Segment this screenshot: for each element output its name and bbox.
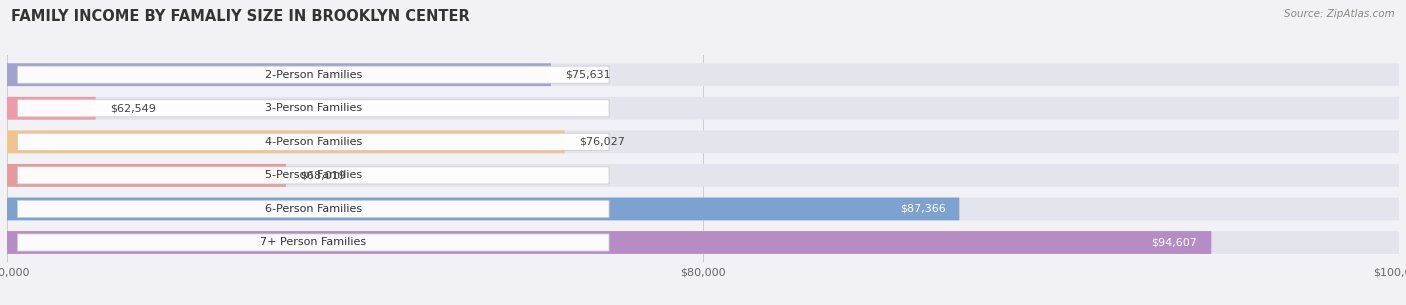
FancyBboxPatch shape bbox=[7, 164, 1399, 187]
FancyBboxPatch shape bbox=[17, 133, 609, 150]
Text: Source: ZipAtlas.com: Source: ZipAtlas.com bbox=[1284, 9, 1395, 19]
FancyBboxPatch shape bbox=[17, 100, 609, 117]
FancyBboxPatch shape bbox=[7, 131, 1399, 153]
Text: 3-Person Families: 3-Person Families bbox=[264, 103, 361, 113]
FancyBboxPatch shape bbox=[7, 97, 96, 120]
Text: $94,607: $94,607 bbox=[1152, 238, 1198, 247]
Text: $62,549: $62,549 bbox=[110, 103, 156, 113]
FancyBboxPatch shape bbox=[7, 97, 1399, 120]
FancyBboxPatch shape bbox=[7, 63, 551, 86]
Text: 4-Person Families: 4-Person Families bbox=[264, 137, 361, 147]
Text: FAMILY INCOME BY FAMALIY SIZE IN BROOKLYN CENTER: FAMILY INCOME BY FAMALIY SIZE IN BROOKLY… bbox=[11, 9, 470, 24]
FancyBboxPatch shape bbox=[17, 234, 609, 251]
FancyBboxPatch shape bbox=[7, 131, 565, 153]
Text: $75,631: $75,631 bbox=[565, 70, 610, 80]
Text: $76,027: $76,027 bbox=[579, 137, 624, 147]
FancyBboxPatch shape bbox=[7, 198, 1399, 220]
FancyBboxPatch shape bbox=[7, 231, 1212, 254]
FancyBboxPatch shape bbox=[7, 231, 1399, 254]
FancyBboxPatch shape bbox=[17, 200, 609, 217]
FancyBboxPatch shape bbox=[17, 167, 609, 184]
FancyBboxPatch shape bbox=[7, 164, 285, 187]
Text: $68,019: $68,019 bbox=[299, 170, 346, 180]
Text: 7+ Person Families: 7+ Person Families bbox=[260, 238, 367, 247]
Text: 2-Person Families: 2-Person Families bbox=[264, 70, 361, 80]
FancyBboxPatch shape bbox=[17, 66, 609, 83]
FancyBboxPatch shape bbox=[7, 63, 1399, 86]
Text: $87,366: $87,366 bbox=[900, 204, 945, 214]
Text: 6-Person Families: 6-Person Families bbox=[264, 204, 361, 214]
FancyBboxPatch shape bbox=[7, 198, 959, 220]
Text: 5-Person Families: 5-Person Families bbox=[264, 170, 361, 180]
